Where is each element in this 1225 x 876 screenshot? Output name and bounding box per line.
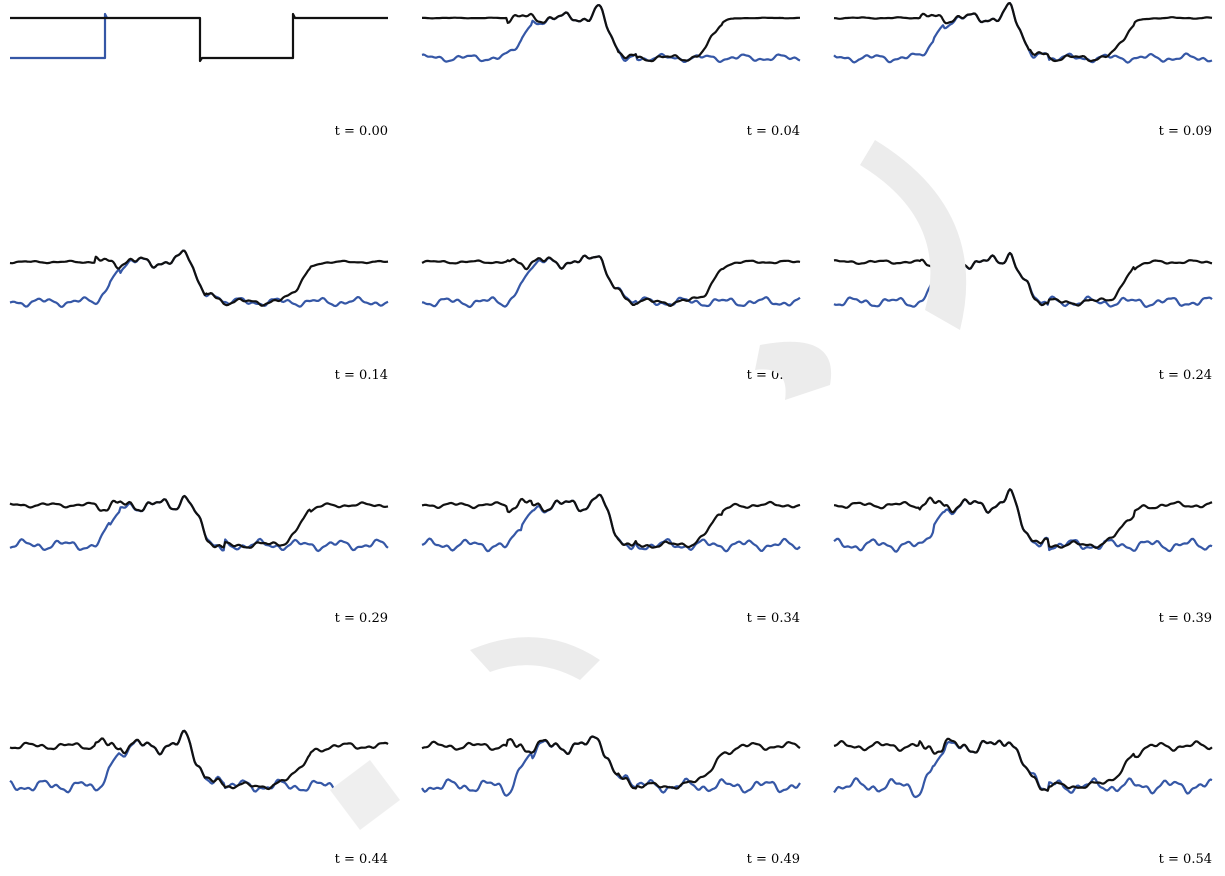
panel-5: t = 0.19 (421, 254, 801, 383)
black-series-line (9, 494, 389, 549)
panel-4: t = 0.14 (9, 249, 389, 383)
black-series-line (421, 735, 801, 790)
panel-time-label: t = 0.34 (747, 611, 800, 626)
blue-series-line (833, 488, 1213, 553)
black-series-line (9, 249, 389, 307)
panel-10: t = 0.44 (9, 729, 389, 867)
panel-3: t = 0.09 (833, 2, 1213, 139)
panel-time-label: t = 0.14 (335, 368, 388, 383)
panel-time-label: t = 0.44 (335, 852, 388, 867)
black-series-line (833, 737, 1213, 792)
black-series-line (421, 493, 801, 549)
black-series-line (421, 254, 801, 307)
blue-series-line (9, 729, 389, 794)
panel-time-label: t = 0.09 (1159, 124, 1212, 139)
panel-time-label: t = 0.49 (747, 852, 800, 867)
panel-time-label: t = 0.39 (1159, 611, 1212, 626)
panel-7: t = 0.29 (9, 494, 389, 626)
panel-time-label: t = 0.19 (747, 368, 800, 383)
black-series-line (833, 2, 1213, 63)
blue-series-line (10, 12, 108, 60)
panel-time-label: t = 0.54 (1159, 852, 1212, 867)
panel-2: t = 0.04 (421, 4, 801, 139)
black-series-line (833, 488, 1213, 549)
black-series-line (9, 729, 389, 791)
panel-time-label: t = 0.29 (335, 611, 388, 626)
panel-1: t = 0.00 (10, 12, 388, 139)
black-series-line (422, 4, 800, 63)
panel-time-label: t = 0.24 (1159, 368, 1212, 383)
blue-series-line (9, 249, 389, 308)
blue-series-line (833, 2, 1213, 64)
panel-11: t = 0.49 (421, 735, 801, 867)
panel-time-label: t = 0.00 (335, 124, 388, 139)
panel-6: t = 0.24 (833, 251, 1213, 383)
panel-9: t = 0.39 (833, 488, 1213, 626)
black-series-line (833, 251, 1213, 307)
panel-8: t = 0.34 (421, 493, 801, 626)
panel-12: t = 0.54 (833, 737, 1213, 867)
blue-series-line (833, 739, 1213, 799)
black-series-line (10, 12, 388, 63)
panel-time-label: t = 0.04 (747, 124, 800, 139)
